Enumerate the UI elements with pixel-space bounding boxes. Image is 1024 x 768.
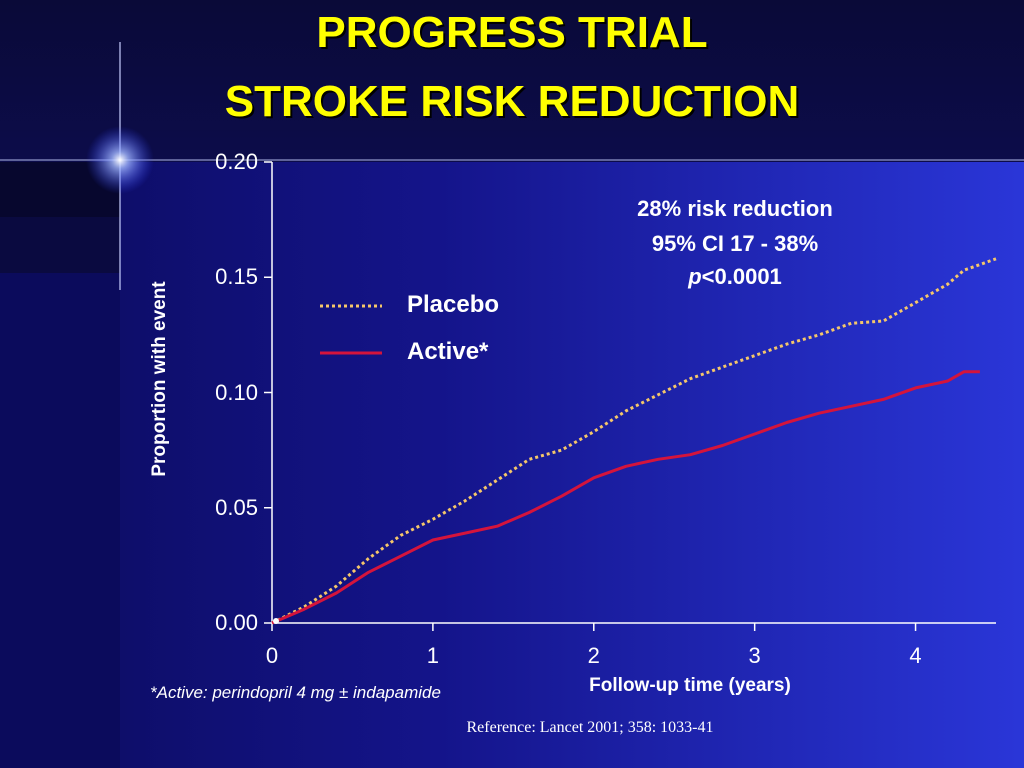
p-value-symbol: p [688,264,702,289]
x-axis-label: Follow-up time (years) [589,675,791,696]
y-tick-label: 0.10 [215,379,258,405]
chart-series [271,257,997,625]
chart-axes [264,161,996,631]
legend-label-active: Active* [407,338,489,365]
annotation-risk-reduction: 28% risk reduction [637,196,833,221]
y-tick-label: 0.00 [215,610,258,635]
x-tick-label: 0 [265,643,279,668]
x-tick-label: 1 [426,643,439,668]
placebo-line [271,257,997,625]
slide-title-line1: PROGRESS TRIAL [316,8,708,57]
active-line [271,370,980,625]
x-tick-label: 3 [748,643,761,668]
y-axis-label: Proportion with event [149,281,170,477]
p-value-text: <0.0001 [701,264,782,289]
chart-legend [320,304,382,355]
legend-label-placebo: Placebo [407,291,500,318]
y-tick-label: 0.20 [215,149,258,174]
x-tick-label: 2 [587,643,600,668]
annotation-p-value: p<0.0001 [585,266,885,288]
footnote: *Active: perindopril 4 mg ± indapamide [150,683,441,702]
x-tick-label: 4 [909,643,922,668]
star-glow [86,126,154,194]
reference-citation: Reference: Lancet 2001; 358: 1033-41 [466,719,714,736]
slide-title-line2: STROKE RISK REDUCTION [224,77,800,126]
origin-point [273,618,279,624]
annotation-confidence-interval: 95% CI 17 - 38% [651,231,819,256]
y-tick-label: 0.05 [215,494,258,520]
y-tick-label: 0.15 [215,264,258,290]
